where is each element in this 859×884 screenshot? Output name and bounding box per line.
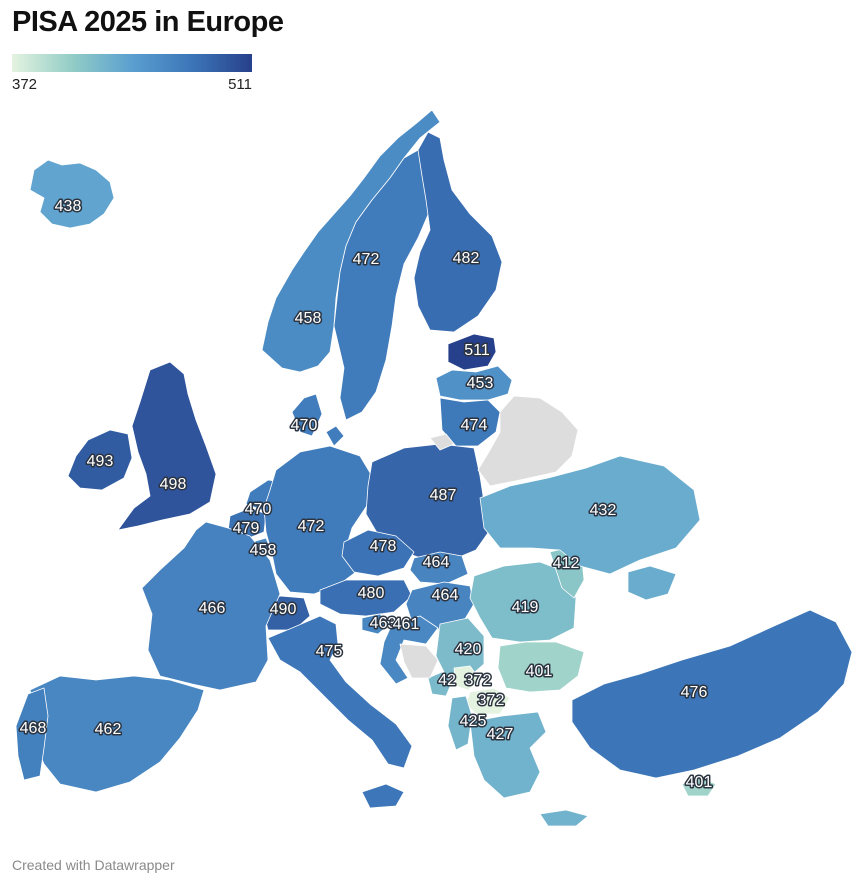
region-norway: [261, 109, 441, 373]
legend-gradient-bar: [12, 54, 252, 72]
legend-min-label: 372: [12, 76, 38, 93]
region-cyprus: [681, 777, 717, 797]
map-title: PISA 2025 in Europe: [12, 6, 284, 38]
region-montenegro: [427, 671, 453, 697]
credit-text: Created with Datawrapper: [12, 857, 175, 873]
region-romania: [469, 561, 577, 643]
value-label-netherlands: 470: [245, 501, 272, 518]
region-ukraine: [479, 455, 701, 601]
value-label-finland: 482: [453, 250, 480, 267]
region-albania: [447, 695, 473, 751]
region-portugal: [15, 687, 49, 781]
region-turkey: [571, 609, 853, 779]
region-estonia: [447, 333, 497, 371]
value-label-cyprus: 401: [686, 774, 713, 791]
value-label-italy: 475: [316, 643, 343, 660]
region-italy: [267, 615, 413, 809]
legend-max-label: 511: [228, 76, 252, 93]
value-label-estonia: 511: [464, 342, 490, 359]
value-label-denmark: 470: [291, 417, 318, 434]
value-label-belgium: 479: [233, 520, 260, 537]
region-slovenia: [361, 613, 391, 635]
region-kaliningrad: [429, 433, 455, 451]
value-label-montenegro: 42: [438, 672, 456, 689]
value-label-sweden: 472: [353, 251, 380, 268]
value-label-norway: 458: [295, 310, 322, 327]
value-label-north-macedonia: 372: [478, 692, 505, 709]
value-label-germany: 472: [298, 518, 325, 535]
value-label-greece: 427: [487, 726, 514, 743]
value-label-france: 466: [199, 600, 226, 617]
value-label-luxembourg: 458: [250, 542, 277, 559]
value-label-portugal: 468: [20, 720, 47, 737]
region-croatia: [379, 615, 439, 685]
region-ireland: [67, 429, 133, 491]
region-kosovo: [453, 665, 481, 691]
region-greece: [469, 711, 589, 827]
value-label-ukraine: 432: [590, 502, 617, 519]
region-finland: [413, 131, 503, 333]
region-belarus: [477, 395, 579, 487]
region-austria: [319, 579, 413, 617]
value-label-spain: 462: [95, 721, 122, 738]
value-label-switzerland: 490: [270, 601, 297, 618]
value-label-austria: 480: [358, 585, 385, 602]
value-label-albania: 425: [460, 713, 487, 730]
region-iceland: [29, 159, 115, 229]
value-label-croatia: 461: [393, 616, 420, 633]
value-label-turkey: 476: [681, 684, 708, 701]
value-label-lithuania: 474: [461, 417, 488, 434]
value-label-slovakia: 464: [423, 554, 450, 571]
value-label-iceland: 438: [55, 198, 82, 215]
value-label-latvia: 453: [467, 375, 494, 392]
value-label-uk: 498: [160, 476, 187, 493]
value-label-kosovo: 372: [465, 672, 492, 689]
region-denmark: [291, 393, 345, 447]
value-label-romania: 419: [512, 599, 539, 616]
value-label-ireland: 493: [87, 453, 114, 470]
region-slovakia: [409, 551, 469, 585]
region-uk: [117, 361, 217, 531]
region-france: [141, 521, 281, 691]
region-sweden: [333, 149, 431, 421]
region-bulgaria: [497, 641, 585, 693]
value-label-bulgaria: 401: [526, 663, 553, 680]
region-bosnia: [399, 643, 439, 679]
value-label-hungary: 464: [432, 587, 459, 604]
value-label-moldova: 412: [553, 555, 580, 572]
value-label-poland: 487: [430, 487, 457, 504]
value-label-czechia: 478: [370, 538, 397, 555]
region-latvia: [435, 365, 513, 401]
region-czechia: [341, 529, 415, 577]
value-label-serbia: 420: [455, 641, 482, 658]
color-legend: 372 511: [12, 54, 252, 93]
value-label-slovenia: 463: [370, 615, 397, 632]
